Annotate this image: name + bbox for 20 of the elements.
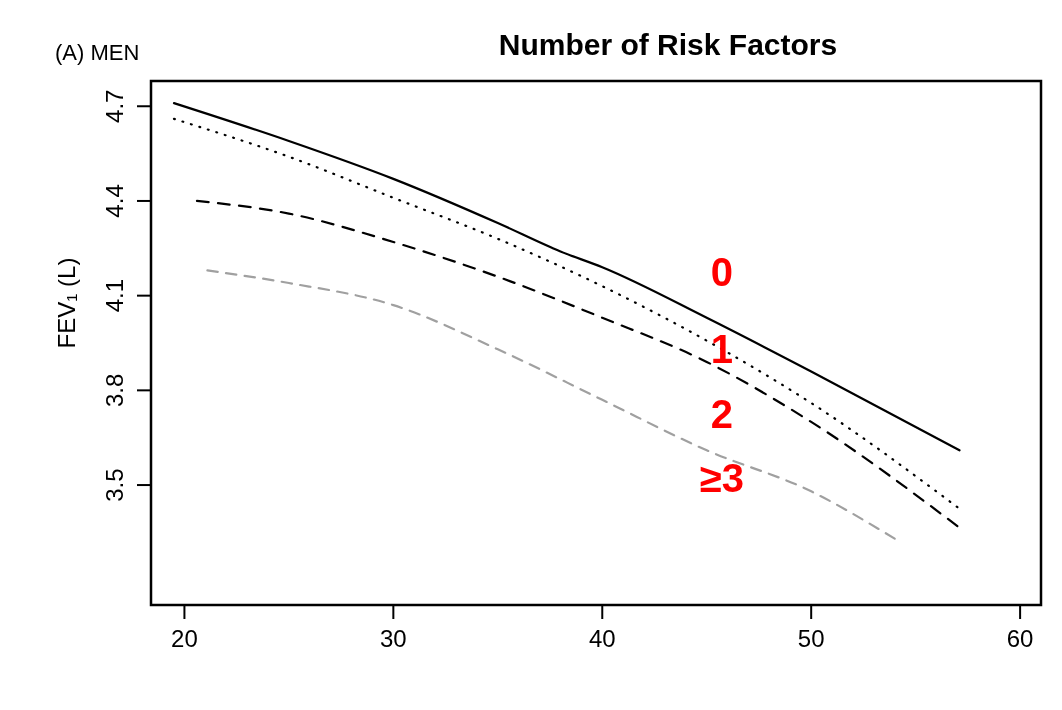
y-tick-label: 4.7 — [101, 89, 128, 123]
y-tick-label: 3.8 — [101, 373, 128, 408]
series-label: 2 — [710, 392, 733, 437]
series-label: ≥3 — [699, 456, 744, 501]
line-series — [195, 199, 959, 528]
x-tick-label: 50 — [797, 625, 825, 652]
y-tick-label: 3.5 — [101, 468, 128, 502]
x-tick-label: 40 — [588, 625, 616, 652]
series-label: 1 — [710, 327, 733, 371]
y-tick-label: 4.4 — [101, 184, 128, 218]
x-tick-label: 60 — [1006, 625, 1034, 652]
text: (A) MEN — [55, 40, 140, 65]
x-tick-label: 20 — [171, 625, 198, 652]
line-series — [172, 102, 961, 452]
line-series — [172, 117, 959, 509]
series-label: 0 — [710, 249, 733, 294]
y-axis-title: FEV₁ (L) — [53, 257, 80, 349]
y-tick-label: 4.1 — [101, 278, 128, 313]
chart-title: Number of Risk Factors — [498, 28, 838, 61]
x-tick-label: 30 — [380, 625, 407, 652]
